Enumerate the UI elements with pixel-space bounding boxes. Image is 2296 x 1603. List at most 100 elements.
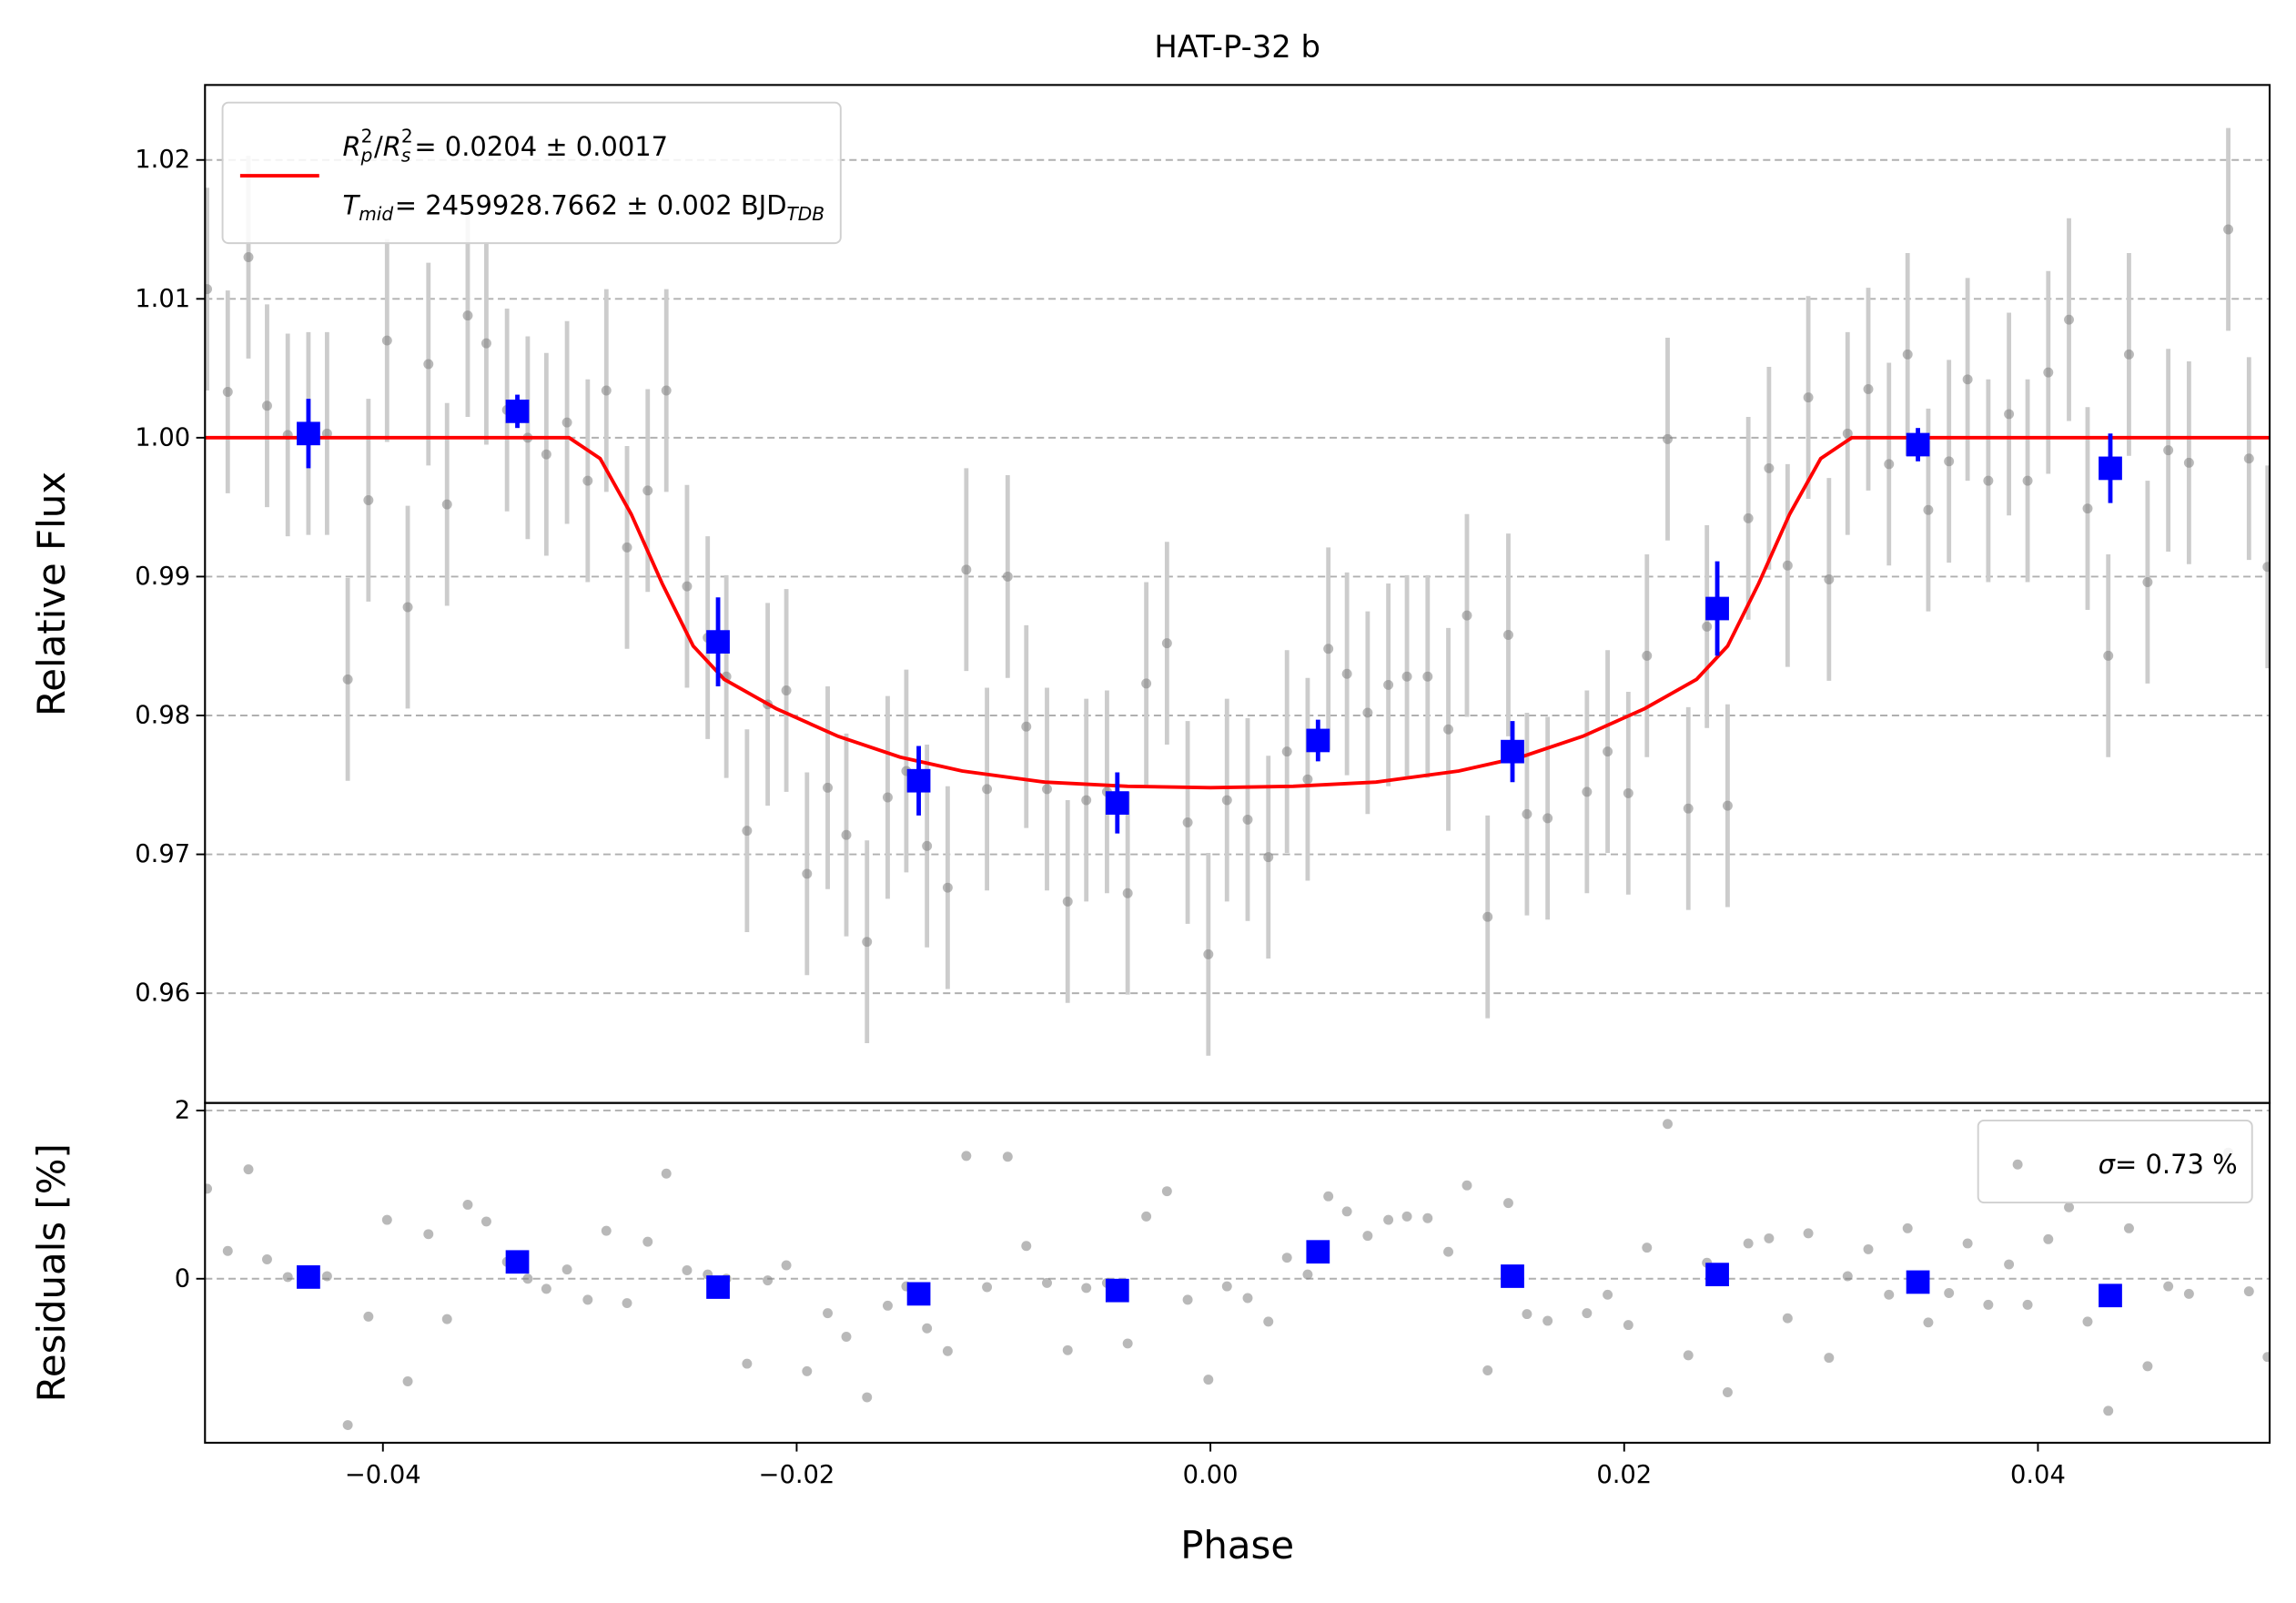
- data-point: [1482, 1365, 1493, 1375]
- data-point: [661, 385, 672, 396]
- data-point: [1522, 1309, 1532, 1320]
- data-point: [423, 359, 434, 370]
- x-tick-label: −0.02: [759, 1461, 835, 1489]
- data-point: [1642, 1243, 1653, 1253]
- data-point: [1944, 456, 1955, 467]
- legend-items: σ = 0.73 %: [2012, 1149, 2238, 1180]
- binned-point: [706, 1275, 730, 1299]
- data-point: [1824, 574, 1835, 584]
- legend-text: R: [383, 131, 401, 162]
- data-point: [2262, 1352, 2271, 1363]
- legend-text: σ: [2099, 1149, 2117, 1180]
- data-point: [1663, 433, 1673, 444]
- data-point: [1141, 1211, 1152, 1222]
- data-point: [823, 1308, 834, 1319]
- data-point: [2022, 475, 2033, 486]
- data-point: [1884, 459, 1895, 470]
- data-point: [823, 782, 834, 793]
- data-point: [2103, 650, 2114, 661]
- data-point: [2183, 457, 2194, 468]
- legend-text: R: [343, 131, 361, 162]
- data-point: [622, 542, 632, 553]
- data-point: [1281, 1253, 1292, 1263]
- data-point: [1683, 803, 1694, 814]
- data-point: [2123, 1223, 2134, 1233]
- y-tick-label: 0: [175, 1264, 190, 1293]
- data-point: [682, 581, 693, 592]
- data-point: [1824, 1353, 1835, 1364]
- binned-point: [1906, 432, 1930, 457]
- data-point: [363, 1311, 374, 1322]
- data-point: [1522, 808, 1532, 819]
- data-point: [222, 387, 233, 397]
- y-tick-label: 1.00: [135, 423, 190, 451]
- data-point: [261, 1254, 272, 1264]
- data-point: [1764, 1233, 1775, 1243]
- y-tick-label: 0.98: [135, 701, 190, 729]
- data-point: [1542, 813, 1553, 824]
- data-point: [582, 1294, 593, 1305]
- data-point: [763, 1275, 774, 1286]
- legend-subscript: p: [360, 145, 373, 167]
- data-point: [462, 310, 473, 321]
- data-point: [1722, 1387, 1733, 1397]
- data-point: [601, 385, 612, 396]
- binned-point: [1501, 1264, 1524, 1288]
- data-point: [1062, 896, 1073, 907]
- binned-point: [1906, 1270, 1930, 1294]
- binned-point: [1705, 596, 1729, 621]
- data-point: [862, 1392, 873, 1403]
- data-point: [601, 1225, 612, 1236]
- data-point: [1743, 512, 1754, 523]
- data-point: [1502, 1198, 1513, 1209]
- data-point: [1443, 1246, 1454, 1257]
- data-point: [1962, 374, 1973, 385]
- data-point: [1161, 638, 1172, 649]
- legend-text: = 0.73 %: [2115, 1149, 2238, 1180]
- legend-box: [221, 101, 842, 245]
- data-point: [2123, 349, 2134, 360]
- data-point: [1203, 949, 1214, 959]
- data-point: [922, 840, 933, 851]
- data-point: [402, 602, 413, 613]
- data-point: [402, 1376, 413, 1386]
- binned-point: [2099, 1283, 2122, 1308]
- data-point: [522, 1273, 533, 1284]
- legend-superscript: 2: [401, 126, 413, 147]
- data-point: [942, 1345, 953, 1356]
- binned-point: [1501, 739, 1524, 764]
- data-point: [1203, 1375, 1214, 1385]
- data-point: [1603, 1289, 1613, 1300]
- binned-point: [297, 1265, 320, 1289]
- data-point: [1383, 679, 1394, 690]
- data-point: [1021, 1241, 1032, 1252]
- data-point: [1081, 795, 1092, 806]
- data-point: [802, 1365, 813, 1376]
- data-point: [205, 284, 213, 295]
- data-point: [2082, 503, 2093, 514]
- data-point: [1362, 707, 1373, 718]
- data-point: [1842, 428, 1853, 439]
- data-point: [1722, 800, 1733, 811]
- data-point: [2142, 1361, 2153, 1372]
- data-point: [2183, 1288, 2194, 1299]
- data-point: [1983, 1299, 1994, 1310]
- data-point: [2022, 1299, 2033, 1310]
- data-point: [1341, 668, 1352, 679]
- data-point: [1983, 475, 1994, 486]
- data-point: [1263, 1316, 1274, 1327]
- data-point: [1242, 814, 1253, 825]
- data-point: [1502, 630, 1513, 640]
- data-point: [2043, 1233, 2054, 1244]
- data-point: [2243, 1286, 2254, 1297]
- data-point: [2262, 562, 2271, 573]
- data-point: [321, 1271, 332, 1282]
- data-point: [1902, 1223, 1913, 1233]
- data-point: [381, 335, 392, 346]
- data-point: [222, 1245, 233, 1256]
- data-point: [423, 1229, 434, 1240]
- binned-point: [1306, 728, 1330, 753]
- data-point: [1782, 1313, 1793, 1324]
- data-point: [1842, 1271, 1853, 1282]
- data-point: [541, 449, 551, 460]
